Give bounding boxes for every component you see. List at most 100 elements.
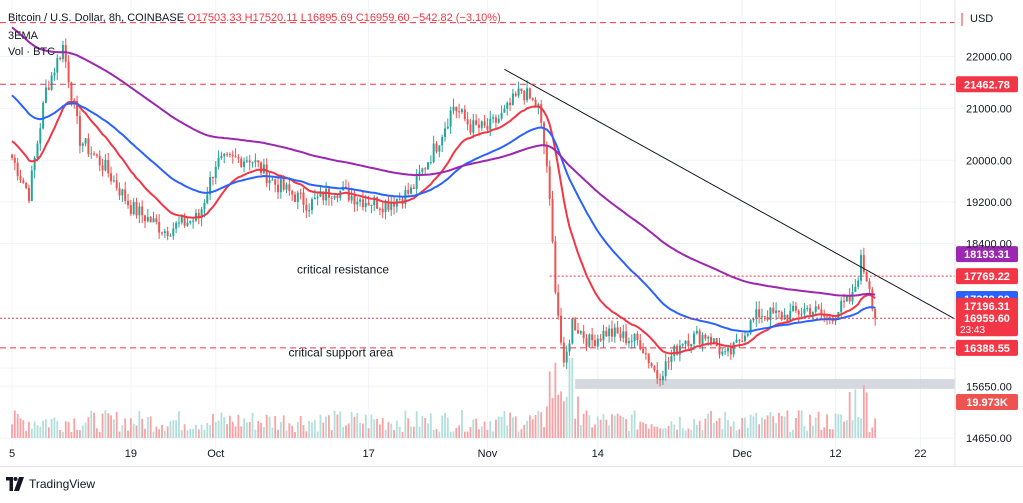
candle — [599, 333, 602, 343]
volume-bar — [512, 417, 514, 438]
volume-bar — [775, 423, 777, 438]
volume-bar — [25, 430, 28, 438]
candle — [517, 81, 520, 99]
candle-body — [27, 187, 30, 202]
volume-bar — [724, 411, 727, 438]
candle — [98, 150, 101, 172]
time-tick-label: 12 — [829, 448, 841, 460]
candle-countdown: 23:43 — [960, 325, 985, 336]
candle — [458, 103, 461, 119]
volume-bar — [11, 424, 13, 438]
candle — [610, 320, 613, 342]
volume-bar — [33, 421, 36, 438]
volume-bar — [486, 429, 489, 438]
candle — [449, 106, 452, 134]
candle — [667, 356, 670, 370]
candle-body — [698, 330, 701, 344]
candle — [56, 54, 59, 81]
price-chart[interactable]: critical resistance critical support area… — [0, 0, 1023, 466]
volume-bar — [741, 417, 744, 438]
volume-bar — [636, 429, 639, 438]
candle-body — [871, 289, 874, 310]
candle — [687, 333, 690, 350]
volume-bar — [231, 421, 234, 438]
candle — [803, 303, 806, 317]
candle-body — [752, 318, 755, 321]
candle-body — [511, 93, 514, 105]
candle-body — [726, 347, 729, 352]
volume-bar — [432, 429, 435, 438]
candle-body — [73, 100, 76, 102]
candle-body — [398, 198, 401, 200]
candle — [475, 114, 478, 126]
volume-indicator-label[interactable]: Vol · BTC — [8, 46, 56, 58]
volume-bar — [752, 416, 755, 438]
volume-bar — [381, 418, 384, 438]
candle-body — [647, 353, 650, 364]
candle-body — [763, 316, 766, 318]
candle — [455, 106, 458, 119]
candle — [520, 88, 523, 94]
candle-body — [551, 198, 554, 242]
candle-body — [223, 153, 226, 157]
candle — [868, 278, 871, 294]
candle-body — [316, 196, 319, 198]
candle — [446, 118, 449, 130]
candle-body — [789, 310, 792, 322]
volume-bar — [248, 421, 251, 438]
volume-bar — [379, 424, 381, 438]
candle-body — [622, 331, 625, 338]
candle — [146, 208, 149, 223]
volume-tag — [956, 394, 1018, 410]
candle-body — [582, 331, 585, 339]
volume-bar — [435, 429, 438, 438]
candle — [22, 177, 25, 184]
candle — [817, 304, 820, 310]
candle-body — [797, 310, 800, 315]
candle-body — [557, 292, 560, 316]
candle — [574, 316, 577, 331]
candle-body — [175, 223, 178, 229]
candle-body — [497, 118, 500, 123]
candle-body — [265, 164, 268, 184]
candle — [359, 197, 362, 207]
candle — [90, 146, 93, 159]
volume-bar — [591, 427, 594, 438]
tradingview-logo[interactable]: TradingView — [6, 477, 95, 491]
legend-row-ohlc[interactable]: Bitcoin / U.S. Dollar, 8h, COINBASE O175… — [8, 12, 501, 24]
symbol-title: Bitcoin / U.S. Dollar, 8h, COINBASE — [8, 12, 185, 24]
candle — [523, 89, 526, 105]
candle-body — [296, 192, 299, 203]
candle-body — [466, 119, 469, 125]
candle — [432, 135, 435, 164]
volume-bar — [461, 410, 463, 438]
volume-bar — [642, 422, 644, 438]
candle — [644, 346, 647, 360]
candle — [653, 365, 656, 373]
candle-body — [500, 112, 503, 119]
volume-bar — [811, 425, 814, 438]
candle — [115, 173, 118, 191]
candle-body — [608, 328, 611, 337]
volume-bar — [226, 424, 228, 438]
volume-bar — [350, 412, 353, 438]
candle-body — [381, 208, 384, 213]
price-tick-label: 20000.00 — [966, 155, 1012, 167]
volume-bar — [251, 412, 254, 438]
candle-body — [667, 361, 670, 363]
volume-bar — [132, 423, 135, 438]
price-level-tag — [956, 310, 1018, 337]
candle-body — [534, 99, 537, 108]
volume-bar — [718, 418, 721, 438]
indicator-label[interactable]: 3EMA — [8, 30, 38, 42]
candle-body — [115, 180, 118, 189]
volume-bar — [789, 431, 792, 438]
volume-bar — [585, 410, 588, 438]
volume-bar — [237, 414, 240, 438]
candle-body — [177, 222, 180, 224]
candle — [254, 153, 257, 168]
candle — [166, 226, 169, 241]
candle — [738, 339, 741, 349]
candle — [424, 167, 427, 175]
candle-body — [489, 118, 492, 130]
